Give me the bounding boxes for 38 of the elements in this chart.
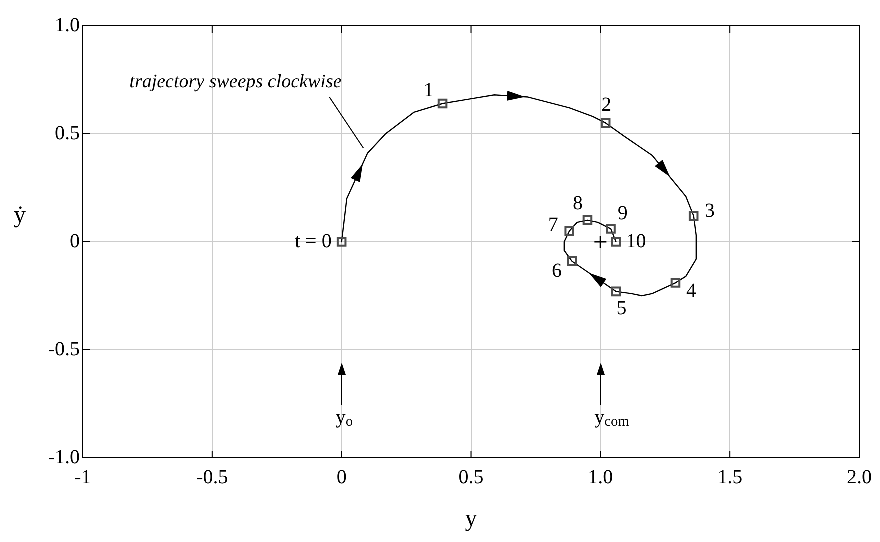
y-tick-label: -1.0 [48, 446, 80, 468]
point [336, 237, 347, 247]
point [606, 224, 616, 234]
annotation: 5 [616, 298, 627, 320]
x-tick-label: 0 [336, 466, 347, 488]
point [567, 256, 578, 266]
annotation: 7 [548, 214, 558, 236]
point [688, 211, 699, 221]
y-tick-label: -0.5 [48, 338, 80, 360]
point [611, 286, 622, 297]
annotation: 4 [686, 280, 697, 302]
x-tick-label: -1 [74, 466, 92, 488]
x-tick-label: 2.0 [847, 466, 872, 488]
y-axis-title: ẏ [14, 202, 26, 228]
annotation: t = 0 [294, 230, 332, 252]
annotation: 1 [424, 80, 434, 102]
point [670, 278, 681, 288]
annotation: 8 [572, 192, 583, 214]
y-tick-label: 0 [70, 230, 80, 252]
y-tick-label: 1.0 [55, 14, 80, 36]
point [582, 216, 593, 226]
x-tick-label: 0.5 [458, 466, 484, 488]
x-tick-label: 1.5 [718, 466, 743, 488]
annotation: 2 [602, 94, 612, 116]
x-axis-title: y [465, 506, 478, 532]
x-tick-label: 1.0 [588, 466, 614, 488]
x-tick-label: -0.5 [196, 466, 228, 488]
point [564, 226, 574, 236]
point [600, 118, 611, 128]
annotation: 6 [552, 260, 562, 282]
point [438, 98, 448, 109]
point [594, 235, 608, 249]
annotation: 3 [705, 200, 716, 222]
annotation: trajectory sweeps clockwise [130, 71, 342, 92]
annotation: 9 [618, 202, 628, 224]
point [611, 237, 622, 247]
y-tick-label: 0.5 [55, 122, 80, 144]
annotation: 10 [626, 230, 646, 252]
